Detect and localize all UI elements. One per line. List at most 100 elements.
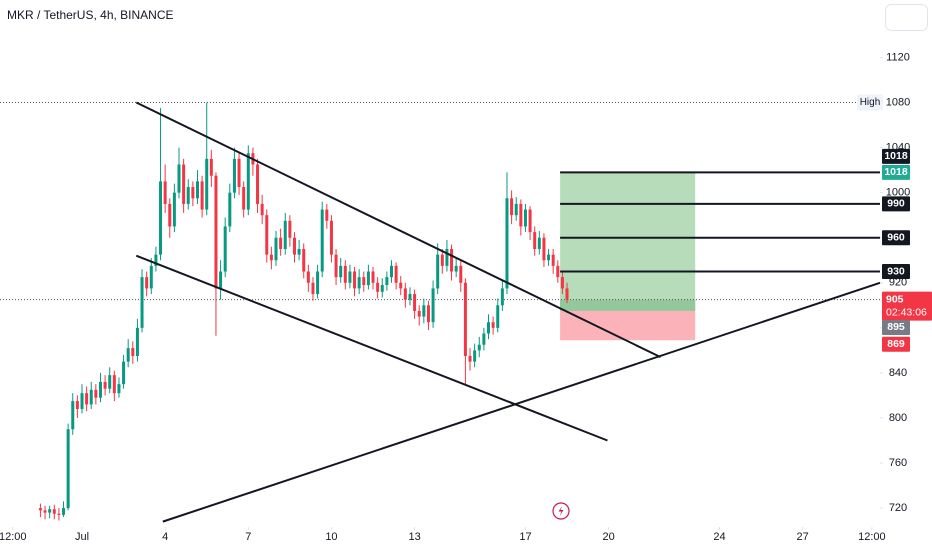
candle-body	[94, 389, 98, 398]
candle-body	[533, 232, 537, 249]
alert-icon[interactable]	[552, 502, 570, 520]
candle-body	[399, 282, 403, 289]
candle-body	[168, 203, 172, 227]
candle-body	[131, 348, 135, 357]
candle-body	[205, 158, 209, 210]
candle-body	[43, 510, 47, 513]
level-label: 990	[887, 198, 905, 210]
candle-body	[380, 285, 384, 292]
candle-body	[292, 237, 296, 255]
y-tick-label: 760	[889, 457, 907, 469]
candle-body	[556, 265, 560, 278]
candle-body	[306, 271, 310, 283]
candle-body	[371, 271, 375, 283]
level-label-box	[882, 230, 910, 246]
entry-label: 895	[887, 321, 905, 333]
candle-body	[348, 271, 352, 283]
x-tick-label: 12:00	[858, 531, 886, 543]
candle-body	[145, 277, 149, 289]
candle-body	[487, 322, 491, 334]
candle-body	[98, 381, 102, 398]
candle-body	[551, 254, 555, 266]
open-profit-zone	[560, 299, 696, 311]
candle-body	[353, 271, 357, 289]
candle-body	[140, 277, 144, 328]
candle-body	[514, 203, 518, 216]
candle-body	[519, 203, 523, 227]
candle-body	[214, 175, 218, 289]
last-price-label: 905	[886, 293, 904, 305]
candle-body	[274, 237, 278, 261]
candle-body	[403, 288, 407, 300]
candle-body	[473, 350, 477, 362]
candle-body	[334, 254, 338, 278]
x-tick-label: 12:00	[0, 531, 26, 543]
candle-body	[496, 305, 500, 328]
candle-body	[80, 393, 84, 409]
candle-body	[246, 153, 250, 210]
candle-body	[75, 401, 79, 409]
entry-label-box	[882, 319, 910, 335]
y-tick-label: 800	[889, 412, 907, 424]
candle-body	[237, 158, 241, 188]
candle-body	[394, 265, 398, 283]
candle-body	[560, 277, 564, 289]
candle-body	[445, 248, 449, 266]
candle-body	[177, 164, 181, 193]
candle-body	[343, 265, 347, 283]
candle-body	[311, 282, 315, 295]
candle-body	[186, 187, 190, 204]
y-tick-label: 840	[889, 367, 907, 379]
candle-body	[440, 254, 444, 266]
candle-body	[463, 282, 467, 357]
candle-body	[232, 158, 236, 193]
alert-bolt[interactable]	[558, 505, 564, 517]
candle-body	[547, 254, 551, 261]
candle-body	[459, 265, 463, 283]
candle-body	[117, 384, 121, 394]
high-value-box	[884, 94, 914, 111]
candle-body	[362, 277, 366, 286]
x-tick-label: 27	[796, 531, 808, 543]
candle-body	[200, 181, 204, 210]
candle-body	[154, 254, 158, 266]
x-tick-label: 13	[408, 531, 420, 543]
candle-body	[505, 198, 509, 289]
y-tick-label: 920	[889, 277, 907, 289]
trendline	[162, 281, 881, 523]
candle-body	[62, 508, 66, 515]
x-tick-label: 20	[602, 531, 614, 543]
candle-body	[163, 181, 167, 204]
y-tick-label: 1000	[886, 187, 910, 199]
candle-body	[426, 305, 430, 323]
candle-body	[103, 381, 107, 389]
candle-body	[417, 310, 421, 317]
candle-body	[288, 220, 292, 238]
candle-body	[477, 344, 481, 351]
candle-body	[413, 294, 417, 311]
candle-body	[482, 333, 486, 345]
y-tick-label: 1120	[886, 51, 910, 63]
candle-body	[112, 375, 116, 394]
candle-body	[297, 248, 301, 255]
x-tick-label: 7	[245, 531, 251, 543]
x-tick-label: 17	[519, 531, 531, 543]
candle-body	[491, 322, 495, 328]
candle-body	[523, 209, 527, 227]
candle-body	[149, 265, 153, 289]
candle-body	[52, 509, 56, 514]
candle-body	[283, 220, 287, 249]
candle-body	[450, 248, 454, 272]
candle-body	[182, 164, 186, 204]
x-tick-label: 4	[162, 531, 168, 543]
trendline	[135, 254, 608, 442]
candle-body	[510, 198, 514, 216]
candle-body	[209, 158, 213, 176]
level-label: 1018	[884, 150, 908, 162]
high-value: 1080	[886, 96, 910, 108]
toolbar-button[interactable]	[885, 4, 928, 31]
candle-body	[376, 282, 380, 292]
candle-body	[135, 327, 139, 357]
target-label-box	[882, 164, 910, 180]
